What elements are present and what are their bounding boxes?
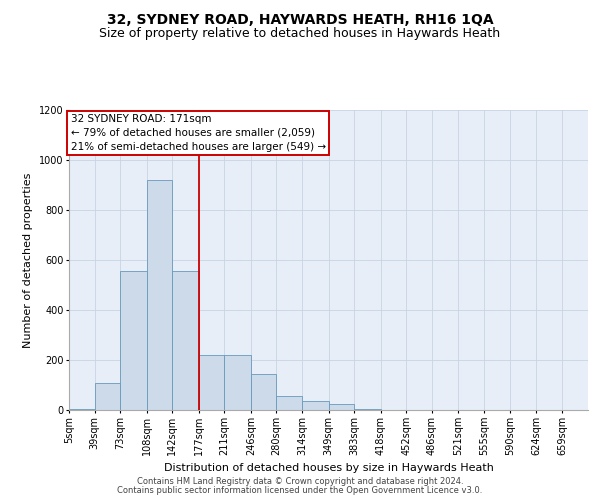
Bar	[95, 382, 120, 410]
Bar	[172, 271, 199, 410]
Bar	[354, 409, 380, 410]
Bar	[277, 396, 302, 410]
Text: Contains public sector information licensed under the Open Government Licence v3: Contains public sector information licen…	[118, 486, 482, 495]
Bar	[302, 401, 329, 410]
Bar	[199, 355, 224, 410]
Bar	[251, 374, 277, 410]
Bar	[146, 180, 172, 410]
Text: 32 SYDNEY ROAD: 171sqm
← 79% of detached houses are smaller (2,059)
21% of semi-: 32 SYDNEY ROAD: 171sqm ← 79% of detached…	[71, 114, 326, 152]
Text: Size of property relative to detached houses in Haywards Heath: Size of property relative to detached ho…	[100, 28, 500, 40]
Bar	[120, 271, 146, 410]
Bar	[69, 409, 95, 410]
Y-axis label: Number of detached properties: Number of detached properties	[23, 172, 33, 348]
Text: 32, SYDNEY ROAD, HAYWARDS HEATH, RH16 1QA: 32, SYDNEY ROAD, HAYWARDS HEATH, RH16 1Q…	[107, 12, 493, 26]
Text: Contains HM Land Registry data © Crown copyright and database right 2024.: Contains HM Land Registry data © Crown c…	[137, 477, 463, 486]
Bar	[329, 404, 354, 410]
Bar	[224, 355, 251, 410]
X-axis label: Distribution of detached houses by size in Haywards Heath: Distribution of detached houses by size …	[164, 464, 493, 473]
